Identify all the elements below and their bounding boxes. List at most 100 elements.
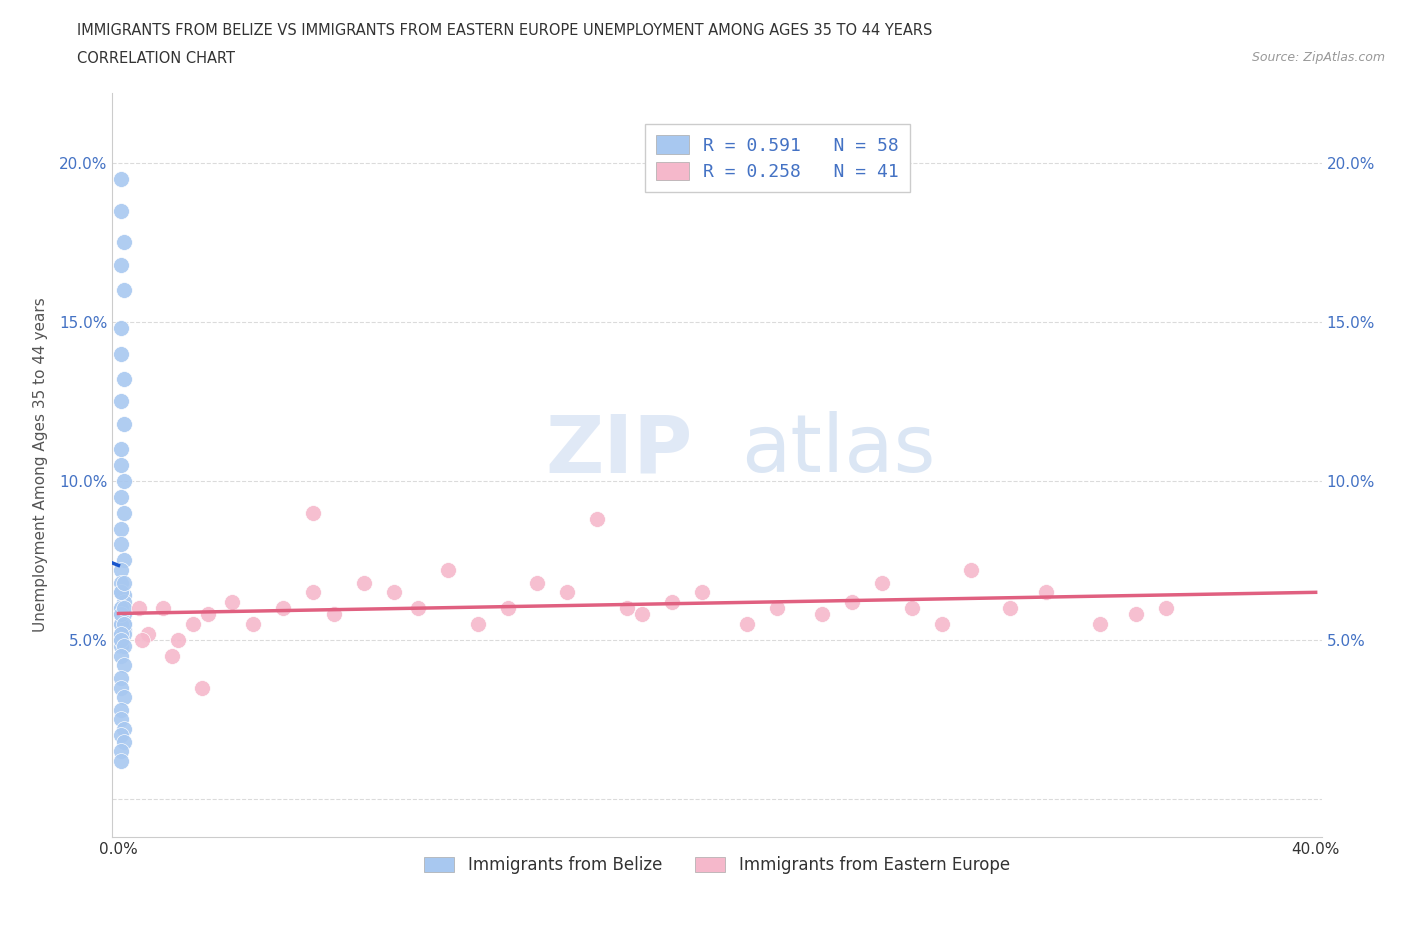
Point — [110, 702, 132, 717]
Text: CORRELATION CHART: CORRELATION CHART — [77, 51, 235, 66]
Point — [110, 744, 132, 759]
Point — [114, 617, 136, 631]
Point — [114, 639, 136, 654]
Point — [110, 607, 132, 622]
Point — [110, 203, 132, 218]
Point — [114, 690, 136, 705]
Point — [110, 632, 132, 647]
Point — [302, 585, 325, 600]
Point — [110, 171, 132, 186]
Point — [110, 607, 132, 622]
Point — [114, 626, 136, 641]
Point — [114, 658, 136, 672]
Point — [131, 632, 153, 647]
Point — [167, 632, 190, 647]
Point — [110, 607, 132, 622]
Point — [242, 617, 264, 631]
Point — [114, 734, 136, 749]
Point — [110, 321, 132, 336]
Point — [811, 607, 834, 622]
Point — [110, 639, 132, 654]
Point — [1154, 601, 1177, 616]
Point — [557, 585, 579, 600]
Point — [114, 601, 136, 616]
Point — [110, 671, 132, 685]
Point — [1035, 585, 1057, 600]
Point — [162, 648, 184, 663]
Point — [110, 712, 132, 727]
Point — [110, 394, 132, 409]
Point — [110, 601, 132, 616]
Point — [114, 235, 136, 250]
Point — [353, 575, 375, 590]
Point — [1125, 607, 1147, 622]
Point — [114, 417, 136, 432]
Point — [114, 617, 136, 631]
Point — [735, 617, 758, 631]
Point — [152, 601, 174, 616]
Point — [128, 601, 150, 616]
Point — [586, 512, 609, 526]
Point — [661, 594, 683, 609]
Text: Source: ZipAtlas.com: Source: ZipAtlas.com — [1251, 51, 1385, 64]
Point — [690, 585, 713, 600]
Legend: Immigrants from Belize, Immigrants from Eastern Europe: Immigrants from Belize, Immigrants from … — [418, 849, 1017, 881]
Point — [114, 588, 136, 603]
Point — [110, 680, 132, 695]
Point — [110, 585, 132, 600]
Point — [110, 617, 132, 631]
Point — [1088, 617, 1111, 631]
Point — [114, 607, 136, 622]
Point — [181, 617, 204, 631]
Point — [110, 258, 132, 272]
Point — [110, 575, 132, 590]
Point — [271, 601, 294, 616]
Text: IMMIGRANTS FROM BELIZE VS IMMIGRANTS FROM EASTERN EUROPE UNEMPLOYMENT AMONG AGES: IMMIGRANTS FROM BELIZE VS IMMIGRANTS FRO… — [77, 23, 932, 38]
Point — [197, 607, 219, 622]
Point — [110, 632, 132, 647]
Point — [323, 607, 346, 622]
Point — [766, 601, 789, 616]
Point — [114, 283, 136, 298]
Point — [960, 563, 983, 578]
Point — [616, 601, 638, 616]
Point — [931, 617, 953, 631]
Point — [110, 521, 132, 536]
Point — [110, 537, 132, 551]
Point — [110, 346, 132, 361]
Point — [221, 594, 243, 609]
Point — [110, 489, 132, 504]
Point — [467, 617, 489, 631]
Point — [114, 594, 136, 609]
Point — [114, 505, 136, 520]
Point — [110, 585, 132, 600]
Point — [114, 553, 136, 568]
Text: ZIP: ZIP — [546, 411, 693, 489]
Point — [110, 601, 132, 616]
Point — [110, 458, 132, 472]
Point — [382, 585, 405, 600]
Point — [631, 607, 654, 622]
Point — [110, 626, 132, 641]
Point — [110, 648, 132, 663]
Point — [114, 601, 136, 616]
Point — [114, 722, 136, 737]
Point — [114, 623, 136, 638]
Point — [870, 575, 893, 590]
Point — [900, 601, 922, 616]
Text: atlas: atlas — [741, 411, 935, 489]
Point — [406, 601, 429, 616]
Point — [526, 575, 548, 590]
Point — [110, 632, 132, 647]
Point — [110, 617, 132, 631]
Point — [110, 753, 132, 768]
Point — [110, 728, 132, 743]
Point — [114, 575, 136, 590]
Point — [496, 601, 519, 616]
Point — [191, 680, 214, 695]
Point — [138, 626, 160, 641]
Point — [110, 442, 132, 457]
Point — [110, 563, 132, 578]
Point — [114, 473, 136, 488]
Point — [841, 594, 863, 609]
